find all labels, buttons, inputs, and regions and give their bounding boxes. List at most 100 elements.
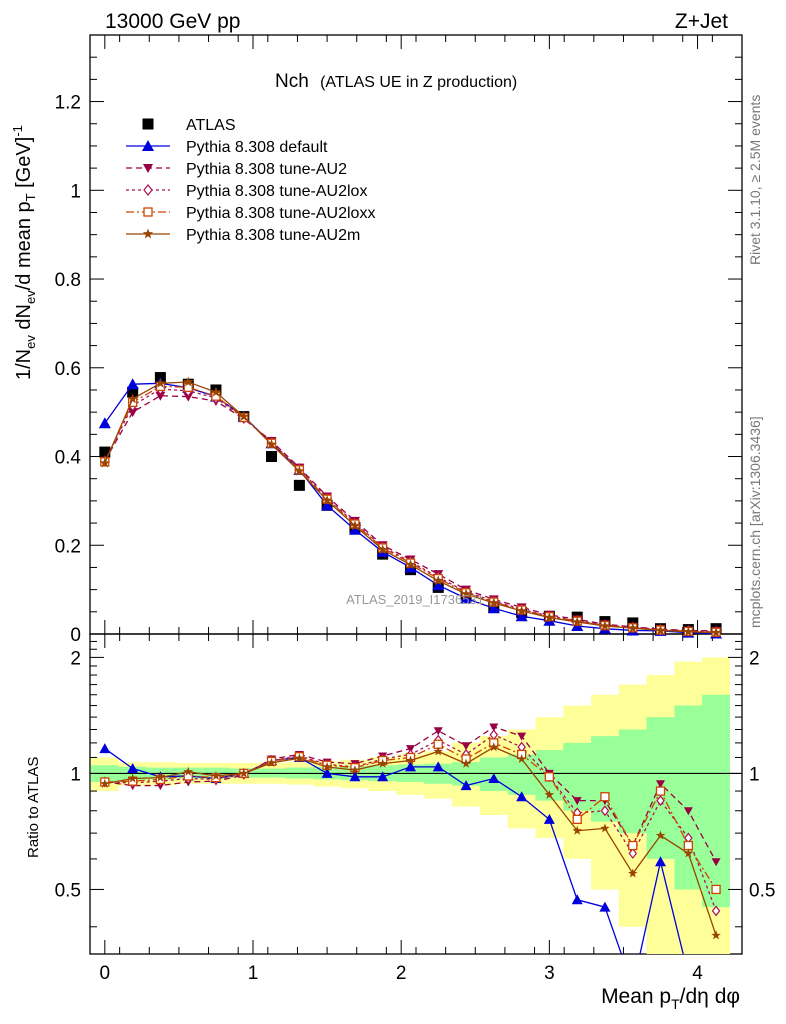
data-point-square [99, 446, 111, 458]
data-point-triangle-up [543, 813, 555, 824]
main-y-axis-label: 1/Nev dNev/d mean pT [GeV]-1 [10, 125, 38, 380]
data-point-open-square [655, 786, 666, 796]
data-point-star [294, 753, 305, 763]
ratio-y-tick-label: 1 [70, 764, 81, 785]
data-point-star [321, 494, 333, 505]
data-point-triangle-up [377, 771, 389, 782]
title-main: Nch [275, 71, 309, 92]
data-point-star [266, 439, 277, 449]
ratio-bands-layer [90, 657, 730, 954]
main-y-tick-label: 0.4 [55, 448, 82, 469]
main-y-tick-label: 1 [70, 181, 81, 202]
data-point-triangle-up [515, 610, 528, 622]
data-point-square [266, 451, 278, 463]
data-point-star [461, 758, 471, 768]
data-point-triangle-up [599, 901, 611, 912]
main-y-tick-label: 0.6 [55, 359, 81, 380]
x-tick-label: 1 [248, 963, 259, 984]
data-point-star [460, 588, 472, 599]
ylab-part: dN [13, 304, 35, 335]
data-point-star [127, 773, 138, 783]
data-point-star [655, 624, 666, 635]
ratio-y-tick-label-right: 2 [749, 648, 760, 669]
data-point-triangle-up [488, 773, 500, 784]
data-point-triangle-down [155, 391, 166, 401]
ylab-sub: ev [23, 335, 38, 349]
data-point-star [350, 765, 360, 775]
process-label: Z+Jet [675, 10, 728, 33]
data-point-star [516, 753, 527, 764]
data-point-triangle-down [183, 392, 194, 402]
data-point-star [489, 742, 499, 752]
data-point-star [322, 761, 332, 771]
data-point-star [127, 393, 138, 404]
data-point-star [100, 778, 110, 788]
legend-label: Pythia 8.308 tune-AU2 [186, 161, 347, 178]
plot-title: Nch (ATLAS UE in Z production) [275, 71, 517, 92]
data-point-star [711, 930, 721, 940]
data-point-open-square [183, 382, 193, 392]
ylab-sub: ev [23, 290, 38, 304]
data-point-diamond [143, 184, 153, 196]
data-point-star [294, 465, 305, 476]
ratio-y-tick-label: 2 [70, 648, 81, 669]
data-point-star [183, 766, 193, 776]
legend-label: Pythia 8.308 default [186, 139, 328, 156]
data-point-star [571, 616, 583, 627]
data-point-star [516, 605, 527, 616]
data-point-star [99, 457, 111, 468]
legend-entry-au2m: Pythia 8.308 tune-AU2m [126, 227, 360, 244]
legend-entry-atlas: ATLAS [142, 117, 236, 134]
data-point-star [211, 770, 221, 780]
data-point-star [433, 746, 443, 756]
data-point-star [599, 620, 611, 631]
data-point-triangle-down [433, 727, 443, 736]
data-point-triangle-up [516, 791, 528, 802]
data-point-star [627, 622, 639, 633]
data-point-diamond [628, 847, 638, 859]
legend-entry-au2lox: Pythia 8.308 tune-AU2lox [126, 183, 367, 200]
data-point-triangle-up [126, 378, 139, 390]
main-axis-layer: 0 0.2 0.4 0.6 0.8 1 1.2 0 1 2 3 4 [55, 35, 742, 984]
data-point-triangle-up [127, 762, 139, 773]
ratio-y-tick-label: 0.5 [55, 880, 81, 901]
data-point-open-square [143, 207, 153, 217]
xlab-part: /dη dφ [680, 985, 740, 1008]
legend-label: Pythia 8.308 tune-AU2m [186, 227, 360, 244]
data-point-triangle-down [711, 858, 721, 867]
data-point-diamond [656, 795, 665, 807]
data-point-open-square [572, 814, 582, 825]
x-tick-label: 0 [100, 963, 111, 984]
data-point-triangle-up [405, 761, 417, 772]
ratio-series-layer [99, 723, 721, 954]
main-y-tick-label: 0.8 [55, 270, 81, 291]
x-tick-label: 4 [692, 963, 703, 984]
data-point-triangle-up [99, 743, 111, 754]
ylab-part: /d mean p [13, 201, 35, 290]
data-point-star [155, 377, 166, 388]
legend-label: Pythia 8.308 tune-AU2lox [186, 183, 367, 200]
data-point-star [600, 823, 610, 833]
data-point-open-square [711, 884, 721, 895]
data-point-triangle-up [432, 761, 444, 772]
data-point-star [183, 376, 194, 387]
rivet-label: Rivet 3.1.10, ≥ 2.5M events [747, 95, 763, 265]
data-point-star [544, 612, 555, 623]
data-point-star [142, 228, 154, 239]
data-point-triangle-down [489, 723, 499, 732]
data-point-square [293, 479, 305, 491]
ratio-series-au2m [100, 742, 721, 940]
data-point-star [377, 758, 388, 768]
data-point-open-square [628, 840, 638, 851]
data-point-star [155, 772, 166, 782]
data-point-triangle-up [460, 592, 473, 604]
data-point-star [405, 559, 416, 570]
x-tick-label: 2 [396, 963, 407, 984]
data-point-star [628, 868, 638, 878]
data-point-triangle-up [460, 780, 472, 791]
legend-label: Pythia 8.308 tune-AU2loxx [186, 205, 375, 222]
ylab-part: 1/N [13, 349, 35, 380]
data-point-triangle-up [432, 579, 445, 591]
ratio-inner-uncertainty-band [90, 694, 730, 908]
